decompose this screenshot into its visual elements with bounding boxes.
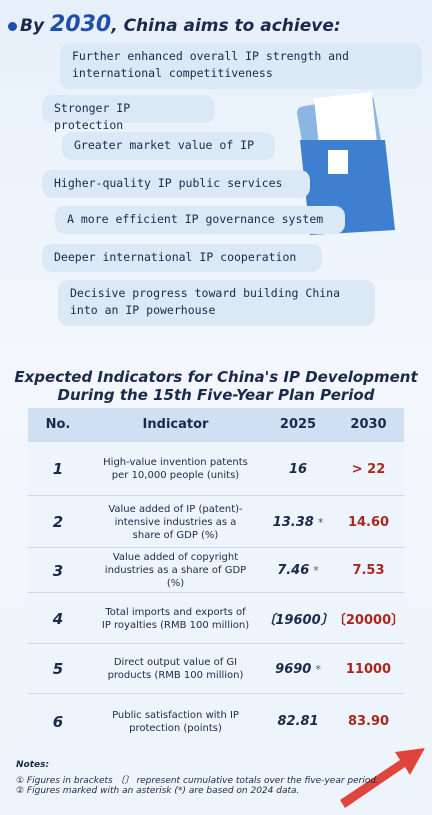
value-2030: 83.90: [347, 714, 390, 729]
value-2030: 7.53: [352, 563, 385, 578]
value: 9690: [275, 661, 312, 677]
indicator: Direct output value of GI products (RMB …: [107, 657, 244, 681]
value: 16: [288, 461, 308, 477]
row-number: 1: [52, 460, 64, 478]
header: By 2030, China aims to achieve:: [20, 12, 341, 37]
header-year: 2030: [49, 12, 112, 37]
indicator: High-value invention patents per 10,000 …: [103, 457, 248, 481]
value-2025: 〔19600〕: [262, 593, 334, 644]
row-number: 5: [52, 660, 64, 678]
goal-item: Decisive progress toward building China …: [58, 280, 375, 326]
header-row: No. Indicator 2025 2030: [28, 408, 404, 441]
goal-item: Higher-quality IP public services: [42, 170, 310, 198]
row-number: 6: [52, 712, 64, 731]
goal-item: Further enhanced overall IP strength and…: [60, 43, 422, 89]
column-header: No.: [45, 417, 71, 432]
value-2030: 〔20000〕: [332, 613, 405, 628]
row-number: 3: [52, 561, 64, 580]
value-2025: 16: [263, 442, 333, 496]
value-2025: 82.81: [263, 694, 333, 749]
goal-item: Greater market value of IP: [62, 132, 275, 160]
value-2025: 7.46 *: [263, 548, 333, 593]
column-header: Indicator: [142, 417, 209, 432]
asterisk: *: [315, 662, 321, 676]
table-title: Expected Indicators for China's IP Devel…: [14, 368, 418, 386]
table-row: 4 Total imports and exports of IP royalti…: [28, 592, 404, 644]
value-2025: 9690 *: [263, 644, 333, 694]
indicator: Public satisfaction with IP protection (…: [112, 709, 239, 734]
table: No. Indicator 2025 2030 1 High-value inventio…: [28, 408, 404, 748]
value-2025: 13.38 *: [263, 496, 333, 548]
value: 7.46: [277, 563, 310, 578]
indicator: Value added of copyright industries as a…: [104, 552, 247, 589]
value-2030: 14.60: [347, 514, 390, 530]
value-2030: > 22: [351, 461, 386, 477]
goal-item: Deeper international IP cooperation: [42, 244, 322, 272]
indicator: Value added of IP (patent)-intensive ind…: [108, 503, 243, 541]
row-number: 4: [52, 609, 64, 628]
value: 82.81: [277, 714, 319, 729]
table-row: 2 Value added of IP (patent)-intensive in…: [28, 495, 404, 548]
asterisk: *: [317, 515, 324, 529]
value: 13.38: [272, 514, 314, 530]
asterisk: *: [313, 564, 319, 577]
table-title: During the 15th Five-Year Plan Period: [57, 386, 375, 404]
header-suffix: , China aims to achieve:: [111, 16, 341, 36]
table-row: 6 Public satisfaction with IP protection …: [28, 693, 404, 749]
note: ① Figures in brackets 〔〕 represent cumul…: [16, 776, 379, 786]
table-row: 1 High-value invention patents per 10,000…: [28, 441, 404, 496]
row-number: 2: [52, 513, 64, 531]
header-prefix: By: [20, 16, 45, 36]
indicator: Total imports and exports of IP royaltie…: [101, 606, 250, 631]
column-header: 2030: [350, 417, 387, 432]
value: 〔19600〕: [262, 613, 334, 628]
table-row: 5 Direct output value of GI products (RMB…: [28, 643, 404, 694]
bullet: [8, 22, 17, 31]
notes-title: Notes:: [16, 760, 50, 770]
value-2030: 11000: [345, 661, 392, 677]
column-header: 2025: [279, 417, 317, 432]
goal-item: Stronger IP protection: [42, 95, 215, 132]
note: ② Figures marked with an asterisk (*) ar…: [16, 786, 300, 796]
goal-item: A more efficient IP governance system: [55, 206, 345, 234]
table-row: 3 Value added of copyright industries as …: [28, 547, 404, 593]
